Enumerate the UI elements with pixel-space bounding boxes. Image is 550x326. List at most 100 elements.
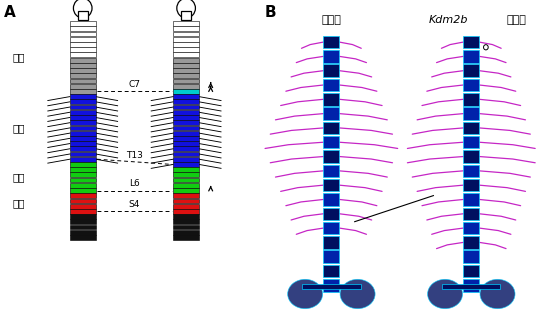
Bar: [323, 193, 339, 206]
Text: 胸椎: 胸椎: [13, 123, 25, 133]
Ellipse shape: [340, 279, 375, 309]
Bar: [173, 141, 199, 146]
Bar: [323, 79, 339, 91]
Bar: [463, 193, 479, 206]
Bar: [70, 94, 96, 99]
Bar: [70, 230, 96, 235]
Bar: [173, 84, 199, 89]
Bar: [463, 165, 479, 177]
Bar: [302, 284, 361, 289]
Bar: [173, 105, 199, 110]
Bar: [70, 105, 96, 110]
Bar: [463, 250, 479, 263]
Bar: [70, 141, 96, 146]
Bar: [463, 222, 479, 234]
Text: L6: L6: [129, 179, 140, 188]
Bar: [323, 222, 339, 234]
Bar: [70, 58, 96, 63]
Bar: [173, 32, 199, 37]
Bar: [70, 167, 96, 172]
Bar: [173, 235, 199, 240]
Text: C7: C7: [128, 80, 140, 89]
Bar: [173, 73, 199, 78]
Bar: [70, 131, 96, 136]
Bar: [70, 63, 96, 68]
Text: 腰椎: 腰椎: [13, 199, 25, 209]
FancyBboxPatch shape: [78, 11, 88, 20]
Bar: [70, 99, 96, 104]
Bar: [173, 193, 199, 198]
Bar: [173, 209, 199, 214]
Bar: [173, 162, 199, 167]
Bar: [70, 37, 96, 42]
Ellipse shape: [73, 0, 92, 18]
Bar: [463, 208, 479, 220]
Bar: [173, 204, 199, 209]
Bar: [173, 79, 199, 83]
Bar: [173, 89, 199, 94]
Bar: [173, 115, 199, 120]
Bar: [323, 50, 339, 63]
Bar: [173, 52, 199, 57]
Bar: [70, 204, 96, 209]
Bar: [323, 150, 339, 163]
Bar: [173, 172, 199, 177]
Bar: [173, 21, 199, 26]
Bar: [173, 99, 199, 104]
Bar: [173, 152, 199, 156]
Bar: [70, 188, 96, 193]
Bar: [70, 32, 96, 37]
Bar: [173, 58, 199, 63]
Bar: [70, 89, 96, 94]
Bar: [323, 265, 339, 277]
Bar: [323, 36, 339, 48]
Bar: [173, 110, 199, 115]
Bar: [173, 42, 199, 47]
Bar: [463, 50, 479, 63]
Text: ヘテロ: ヘテロ: [507, 15, 527, 25]
Bar: [70, 193, 96, 198]
Bar: [173, 219, 199, 224]
Bar: [463, 93, 479, 106]
Bar: [463, 150, 479, 163]
Bar: [70, 214, 96, 219]
Bar: [70, 126, 96, 130]
Bar: [70, 21, 96, 26]
Bar: [173, 37, 199, 42]
Text: A: A: [4, 5, 15, 20]
Bar: [323, 279, 339, 291]
Bar: [323, 165, 339, 177]
Bar: [442, 284, 501, 289]
Bar: [70, 152, 96, 156]
Bar: [70, 52, 96, 57]
Bar: [173, 183, 199, 188]
Ellipse shape: [288, 279, 323, 309]
Bar: [70, 225, 96, 230]
Bar: [70, 136, 96, 141]
Bar: [70, 178, 96, 183]
Bar: [70, 146, 96, 151]
Bar: [323, 136, 339, 148]
Bar: [463, 279, 479, 291]
FancyBboxPatch shape: [181, 11, 191, 20]
Bar: [173, 120, 199, 125]
Bar: [70, 115, 96, 120]
Bar: [463, 107, 479, 120]
Bar: [323, 93, 339, 106]
Bar: [173, 68, 199, 73]
Bar: [173, 225, 199, 230]
Bar: [70, 183, 96, 188]
Bar: [463, 179, 479, 191]
Bar: [463, 265, 479, 277]
Bar: [463, 65, 479, 77]
Bar: [70, 219, 96, 224]
Bar: [173, 47, 199, 52]
Bar: [323, 250, 339, 263]
Bar: [70, 157, 96, 162]
Text: Kdm2b: Kdm2b: [429, 15, 469, 25]
Text: 野生型: 野生型: [321, 15, 342, 25]
Bar: [70, 162, 96, 167]
Bar: [70, 199, 96, 203]
Bar: [173, 188, 199, 193]
Text: 頸椎: 頸椎: [13, 52, 25, 63]
